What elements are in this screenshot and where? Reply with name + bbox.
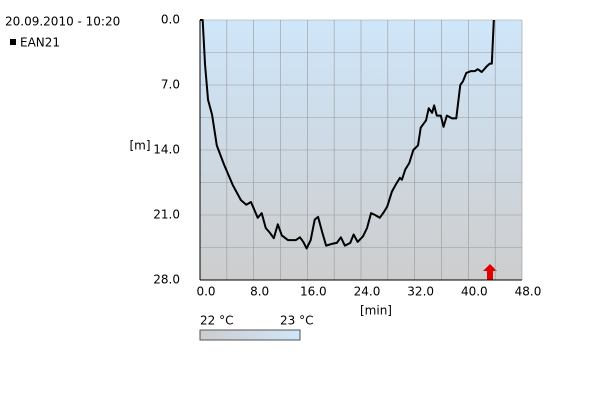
legend-label: EAN21 bbox=[20, 36, 60, 50]
x-tick-label: 24.0 bbox=[354, 285, 381, 299]
x-tick-label: 16.0 bbox=[300, 285, 327, 299]
color-scale-min: 22 °C bbox=[200, 314, 233, 328]
legend-swatch bbox=[10, 39, 16, 45]
data-line bbox=[200, 19, 495, 250]
y-tick-label: 7.0 bbox=[161, 78, 180, 92]
y-tick-label: 14.0 bbox=[153, 143, 180, 157]
color-scale-bar bbox=[199, 329, 301, 341]
y-tick-label: 21.0 bbox=[153, 208, 180, 222]
x-tick-label: 48.0 bbox=[515, 285, 542, 299]
marker-icon bbox=[483, 264, 497, 280]
x-tick-label: 8.0 bbox=[250, 285, 269, 299]
x-tick-label: 0.0 bbox=[196, 285, 215, 299]
color-scale-max: 23 °C bbox=[280, 314, 313, 328]
y-tick-label: 0.0 bbox=[161, 13, 180, 27]
x-tick-label: 32.0 bbox=[407, 285, 434, 299]
chart-title: 20.09.2010 - 10:20 bbox=[5, 15, 120, 29]
x-axis-label: [min] bbox=[360, 304, 392, 318]
y-axis-label: [m] bbox=[129, 139, 150, 153]
y-tick-label: 28.0 bbox=[153, 273, 180, 287]
x-tick-label: 40.0 bbox=[461, 285, 488, 299]
